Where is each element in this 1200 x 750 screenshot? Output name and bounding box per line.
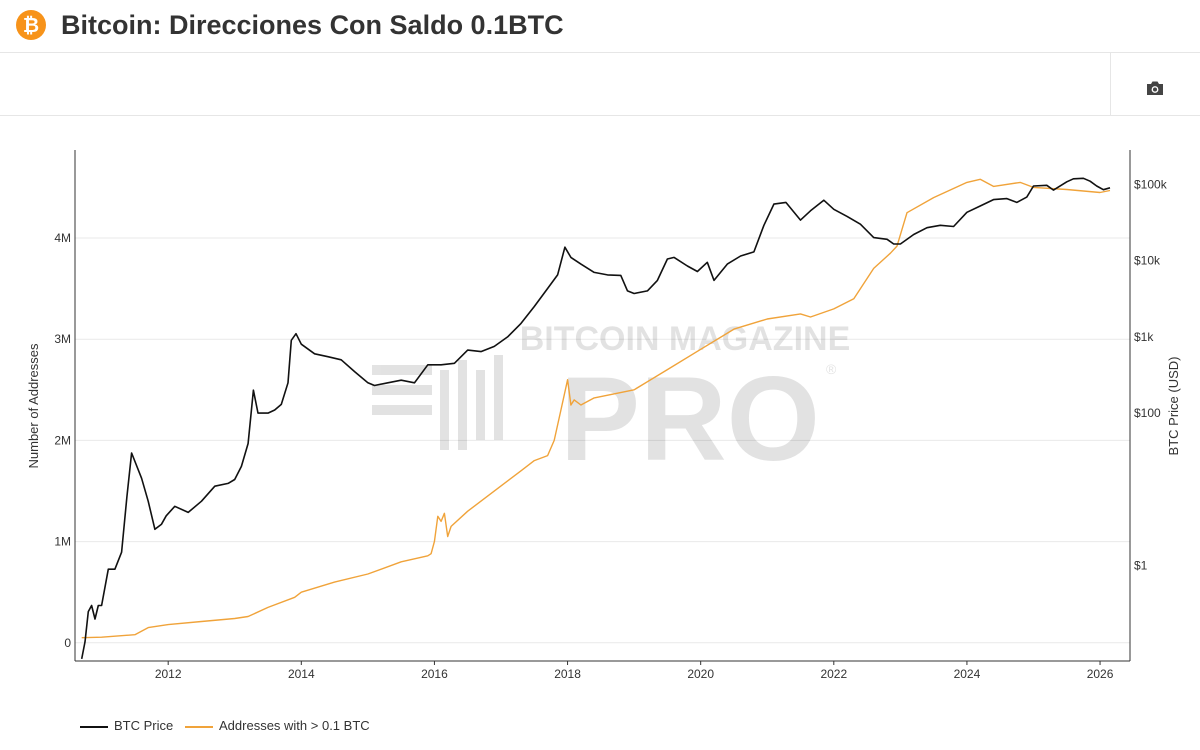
legend-label: Addresses with > 0.1 BTC — [219, 718, 370, 733]
x-tick-label: 2014 — [288, 667, 315, 681]
legend-item-btc-price[interactable]: BTC Price — [80, 718, 173, 733]
x-tick-label: 2012 — [155, 667, 182, 681]
watermark-line2: PRO — [560, 352, 820, 486]
x-tick-label: 2020 — [687, 667, 714, 681]
y-right-tick-label: $1 — [1134, 559, 1148, 573]
watermark-line1: BITCOIN MAGAZINE — [520, 320, 851, 358]
y-right-tick-label: $1k — [1134, 330, 1154, 344]
chart-area[interactable]: BITCOIN MAGAZINE PRO ® 0 1M 2M 3M 4M $1 $100 $1… — [0, 120, 1200, 710]
tick-labels: 0 1M 2M 3M 4M $1 $100 $1k $10k $100k 2012 2014 2016 2… — [54, 177, 1167, 681]
toolbar-divider — [1110, 53, 1111, 115]
bitcoin-logo-icon: ₿ — [16, 10, 46, 40]
legend-item-addresses[interactable]: Addresses with > 0.1 BTC — [185, 718, 370, 733]
x-tick-label: 2016 — [421, 667, 448, 681]
series-line-addresses — [81, 178, 1111, 639]
camera-icon[interactable] — [1145, 79, 1173, 103]
y-left-tick-label: 1M — [54, 535, 71, 549]
y-left-tick-label: 4M — [54, 231, 71, 245]
y-left-tick-label: 3M — [54, 332, 71, 346]
x-tick-label: 2026 — [1087, 667, 1114, 681]
x-tick-label: 2018 — [554, 667, 581, 681]
legend-swatch-addresses — [185, 725, 213, 728]
y-right-tick-label: $100k — [1134, 177, 1168, 191]
page-header: ₿ Bitcoin: Direcciones Con Saldo 0.1BTC — [0, 0, 1200, 53]
series-lines — [80, 177, 1111, 660]
y-right-tick-label: $10k — [1134, 254, 1161, 268]
page-title: Bitcoin: Direcciones Con Saldo 0.1BTC — [61, 10, 564, 40]
y-right-tick-label: $100 — [1134, 406, 1161, 420]
watermark-logo-icon — [372, 355, 503, 450]
watermark-mark: ® — [826, 361, 837, 377]
gridlines — [75, 237, 1130, 644]
watermark: BITCOIN MAGAZINE PRO ® — [372, 320, 850, 486]
legend-label: BTC Price — [114, 718, 174, 733]
y-left-tick-label: 0 — [64, 636, 71, 650]
series-line-btc-price — [80, 177, 1111, 660]
x-tick-label: 2024 — [954, 667, 981, 681]
x-tick-label: 2022 — [820, 667, 847, 681]
y-axis-right-label: BTC Price (USD) — [1166, 357, 1181, 456]
y-axis-left-label: Number of Addresses — [26, 343, 41, 469]
legend-swatch-btc-price — [80, 725, 108, 728]
axes — [74, 150, 1131, 665]
y-left-tick-label: 2M — [54, 433, 71, 447]
chart-toolbar — [0, 53, 1200, 116]
